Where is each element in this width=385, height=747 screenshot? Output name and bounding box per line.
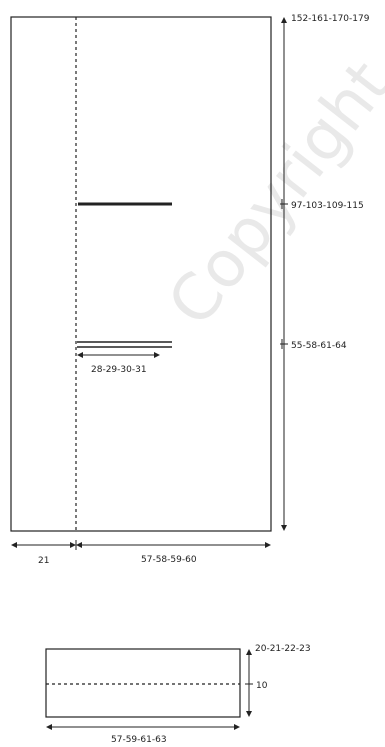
lower-height-label: 55-58-61-64 [291,341,347,351]
left-width-label: 21 [38,556,49,566]
small-width-label: 57-59-61-63 [111,735,167,745]
total-height-label: 152-161-170-179 [291,14,370,24]
small-height-label: 20-21-22-23 [255,644,311,654]
small-panel-outline [45,648,241,718]
watermark-text: Copyright [154,48,385,340]
right-width-label: 57-58-59-60 [141,555,197,565]
slit-width-label: 28-29-30-31 [91,365,147,375]
main-panel-outline [10,16,272,532]
upper-height-label: 97-103-109-115 [291,201,364,211]
fold-height-label: 10 [256,681,268,691]
